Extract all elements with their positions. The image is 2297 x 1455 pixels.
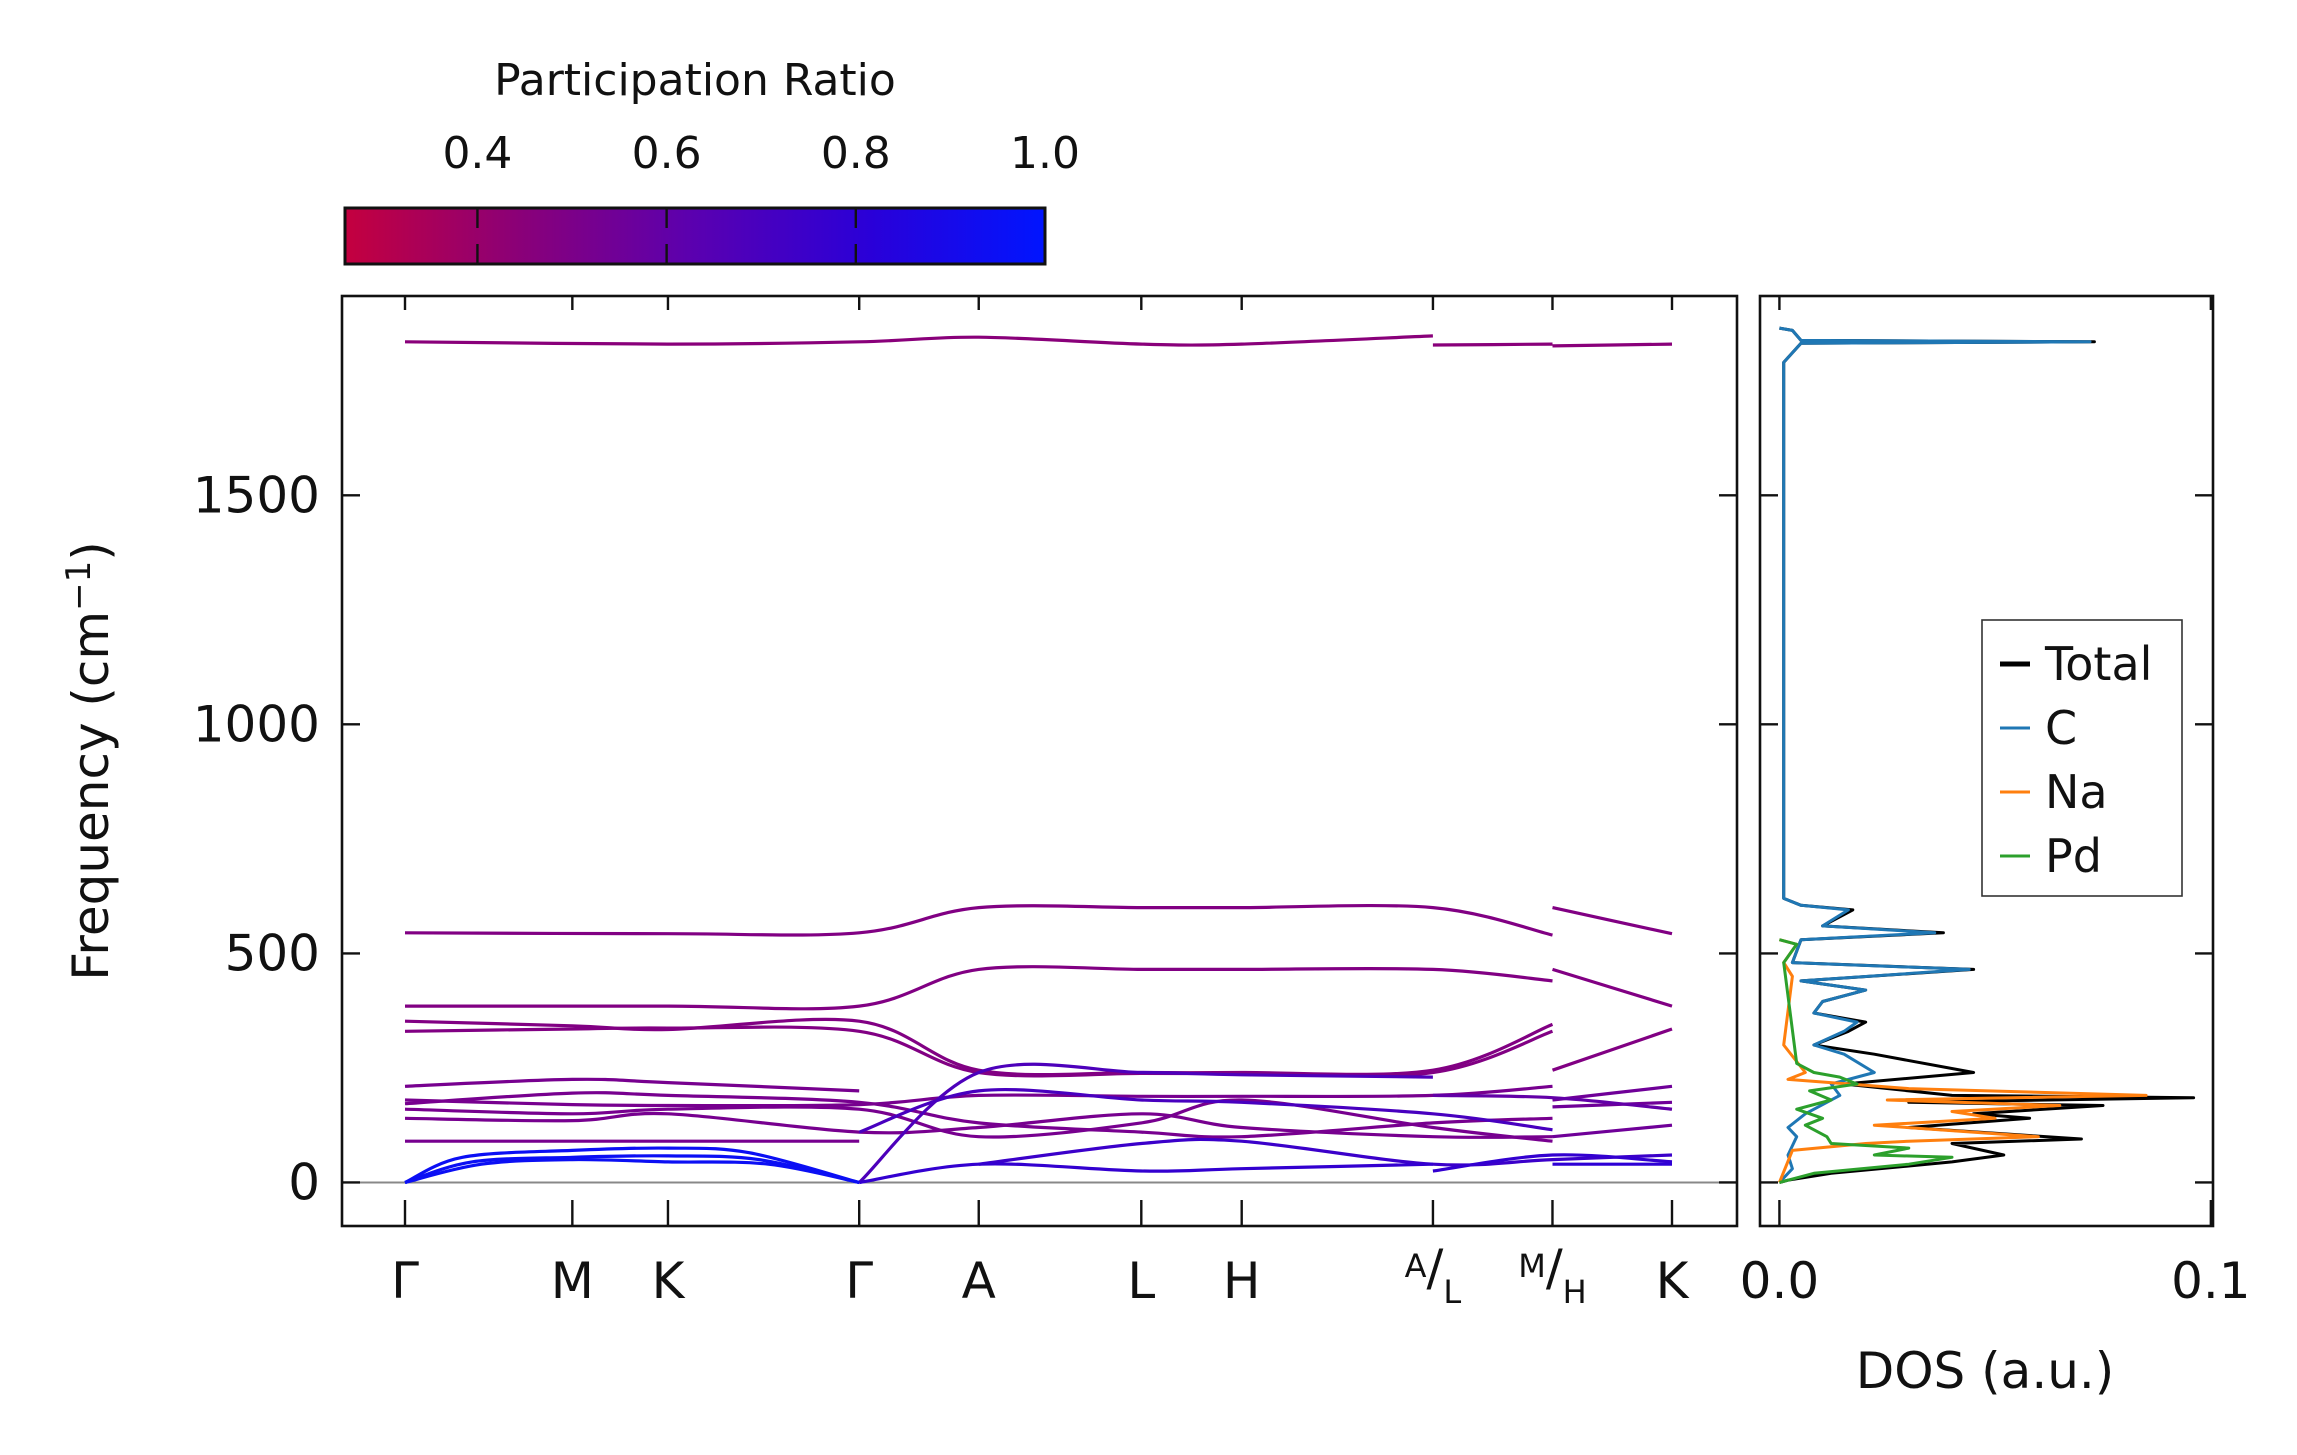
phonon-band xyxy=(1552,1123,1673,1139)
band-x-tick-label: K xyxy=(1656,1252,1690,1310)
phonon-band xyxy=(404,1084,1553,1108)
dos-x-tick-label: 0.1 xyxy=(2171,1252,2251,1310)
dos-x-axis: 0.0 0.1 xyxy=(1740,296,2251,1310)
phonon-band xyxy=(404,1157,860,1185)
kpoint-label-bottom: H xyxy=(1563,1273,1587,1311)
dos-x-tick-label: 0.0 xyxy=(1740,1252,1820,1310)
colorbar-tick-label: 0.4 xyxy=(442,128,512,179)
phonon-band xyxy=(404,334,1433,347)
phonon-band xyxy=(858,1087,1553,1134)
phonon-band xyxy=(858,1162,1433,1185)
band-x-tick-label: K xyxy=(652,1252,686,1310)
band-x-tick-label: Γ xyxy=(391,1252,419,1310)
band-y-tick-label: 1500 xyxy=(193,466,320,524)
band-y-axis-label: Frequency (cm−1) xyxy=(59,541,120,981)
band-y-tick-label: 0 xyxy=(288,1153,320,1211)
colorbar-title: Participation Ratio xyxy=(494,55,896,106)
phonon-band xyxy=(1552,1100,1673,1109)
colorbar-bar xyxy=(343,206,1047,266)
dos-panel: 0.0 0.1 DOS (a.u.) Total C Na Pd xyxy=(1740,294,2251,1400)
band-x-tick-label: A/L xyxy=(1405,1239,1462,1311)
phonon-band xyxy=(858,1062,1433,1184)
phonon-band xyxy=(404,965,1553,1011)
colorbar-tick-label: 0.6 xyxy=(632,128,702,179)
legend-label-c: C xyxy=(2045,701,2077,755)
legend-label-pd: Pd xyxy=(2045,829,2102,883)
phonon-band xyxy=(404,1111,1553,1139)
band-plot-frame xyxy=(340,294,1739,1228)
legend-label-na: Na xyxy=(2045,765,2108,819)
colorbar: Participation Ratio 0.4 0.6 0.8 1.0 xyxy=(343,55,1080,266)
phonon-band xyxy=(404,1154,860,1185)
band-x-tick-label: M xyxy=(551,1252,594,1310)
band-y-tick-label: 500 xyxy=(225,924,320,982)
dos-curves xyxy=(1778,326,2196,1184)
phonon-band xyxy=(404,1077,860,1093)
band-y-tick-label: 1000 xyxy=(193,695,320,753)
kpoint-label-slash: / xyxy=(1427,1239,1444,1297)
phonon-band xyxy=(1432,342,1553,347)
phonon-band xyxy=(1552,967,1673,1008)
dos-x-axis-label: DOS (a.u.) xyxy=(1856,1342,2115,1400)
colorbar-tick-label: 0.8 xyxy=(821,128,891,179)
phonon-band xyxy=(404,1098,1553,1143)
band-x-axis: Γ M K Γ A L H A/LM/H K xyxy=(391,296,1690,1311)
ylabel-close: ) xyxy=(62,541,120,561)
band-x-tick-label: L xyxy=(1127,1252,1155,1310)
phonon-band xyxy=(978,1137,1673,1167)
phonon-band xyxy=(1552,906,1673,936)
band-x-tick-label: M/H xyxy=(1518,1239,1587,1311)
phonon-band xyxy=(1552,342,1673,348)
phonon-band xyxy=(404,903,1553,937)
band-x-tick-label: Γ xyxy=(845,1252,873,1310)
colorbar-ticks: 0.4 0.6 0.8 1.0 xyxy=(442,128,1080,264)
band-x-tick-label: A xyxy=(962,1252,996,1310)
phonon-band xyxy=(404,1146,860,1185)
dos-line-na xyxy=(1778,938,2148,1184)
colorbar-tick-label: 1.0 xyxy=(1010,128,1080,179)
phonon-band xyxy=(1432,1153,1673,1173)
dos-plot-frame xyxy=(1758,294,2215,1228)
legend-label-total: Total xyxy=(2044,637,2152,691)
kpoint-label-slash: / xyxy=(1546,1239,1563,1297)
dos-legend: Total C Na Pd xyxy=(1981,619,2183,897)
kpoint-label-bottom: L xyxy=(1443,1273,1461,1311)
phonon-band xyxy=(404,1091,1553,1139)
kpoint-label-top: A xyxy=(1405,1247,1427,1285)
band-x-tick-label: H xyxy=(1223,1252,1261,1310)
ylabel-superscript: −1 xyxy=(59,561,99,611)
dos-y-ticks xyxy=(1760,494,2213,1184)
kpoint-label-top: M xyxy=(1518,1247,1546,1285)
phonon-band xyxy=(404,1025,1554,1078)
band-y-axis: 0 500 1000 1500 xyxy=(193,466,1737,1211)
ylabel-main: Frequency (cm xyxy=(62,611,120,981)
dos-line-pd xyxy=(1779,938,1954,1184)
phonon-bands xyxy=(404,334,1673,1185)
phonon-band xyxy=(1432,1093,1673,1111)
phonon-band xyxy=(1551,1027,1673,1072)
